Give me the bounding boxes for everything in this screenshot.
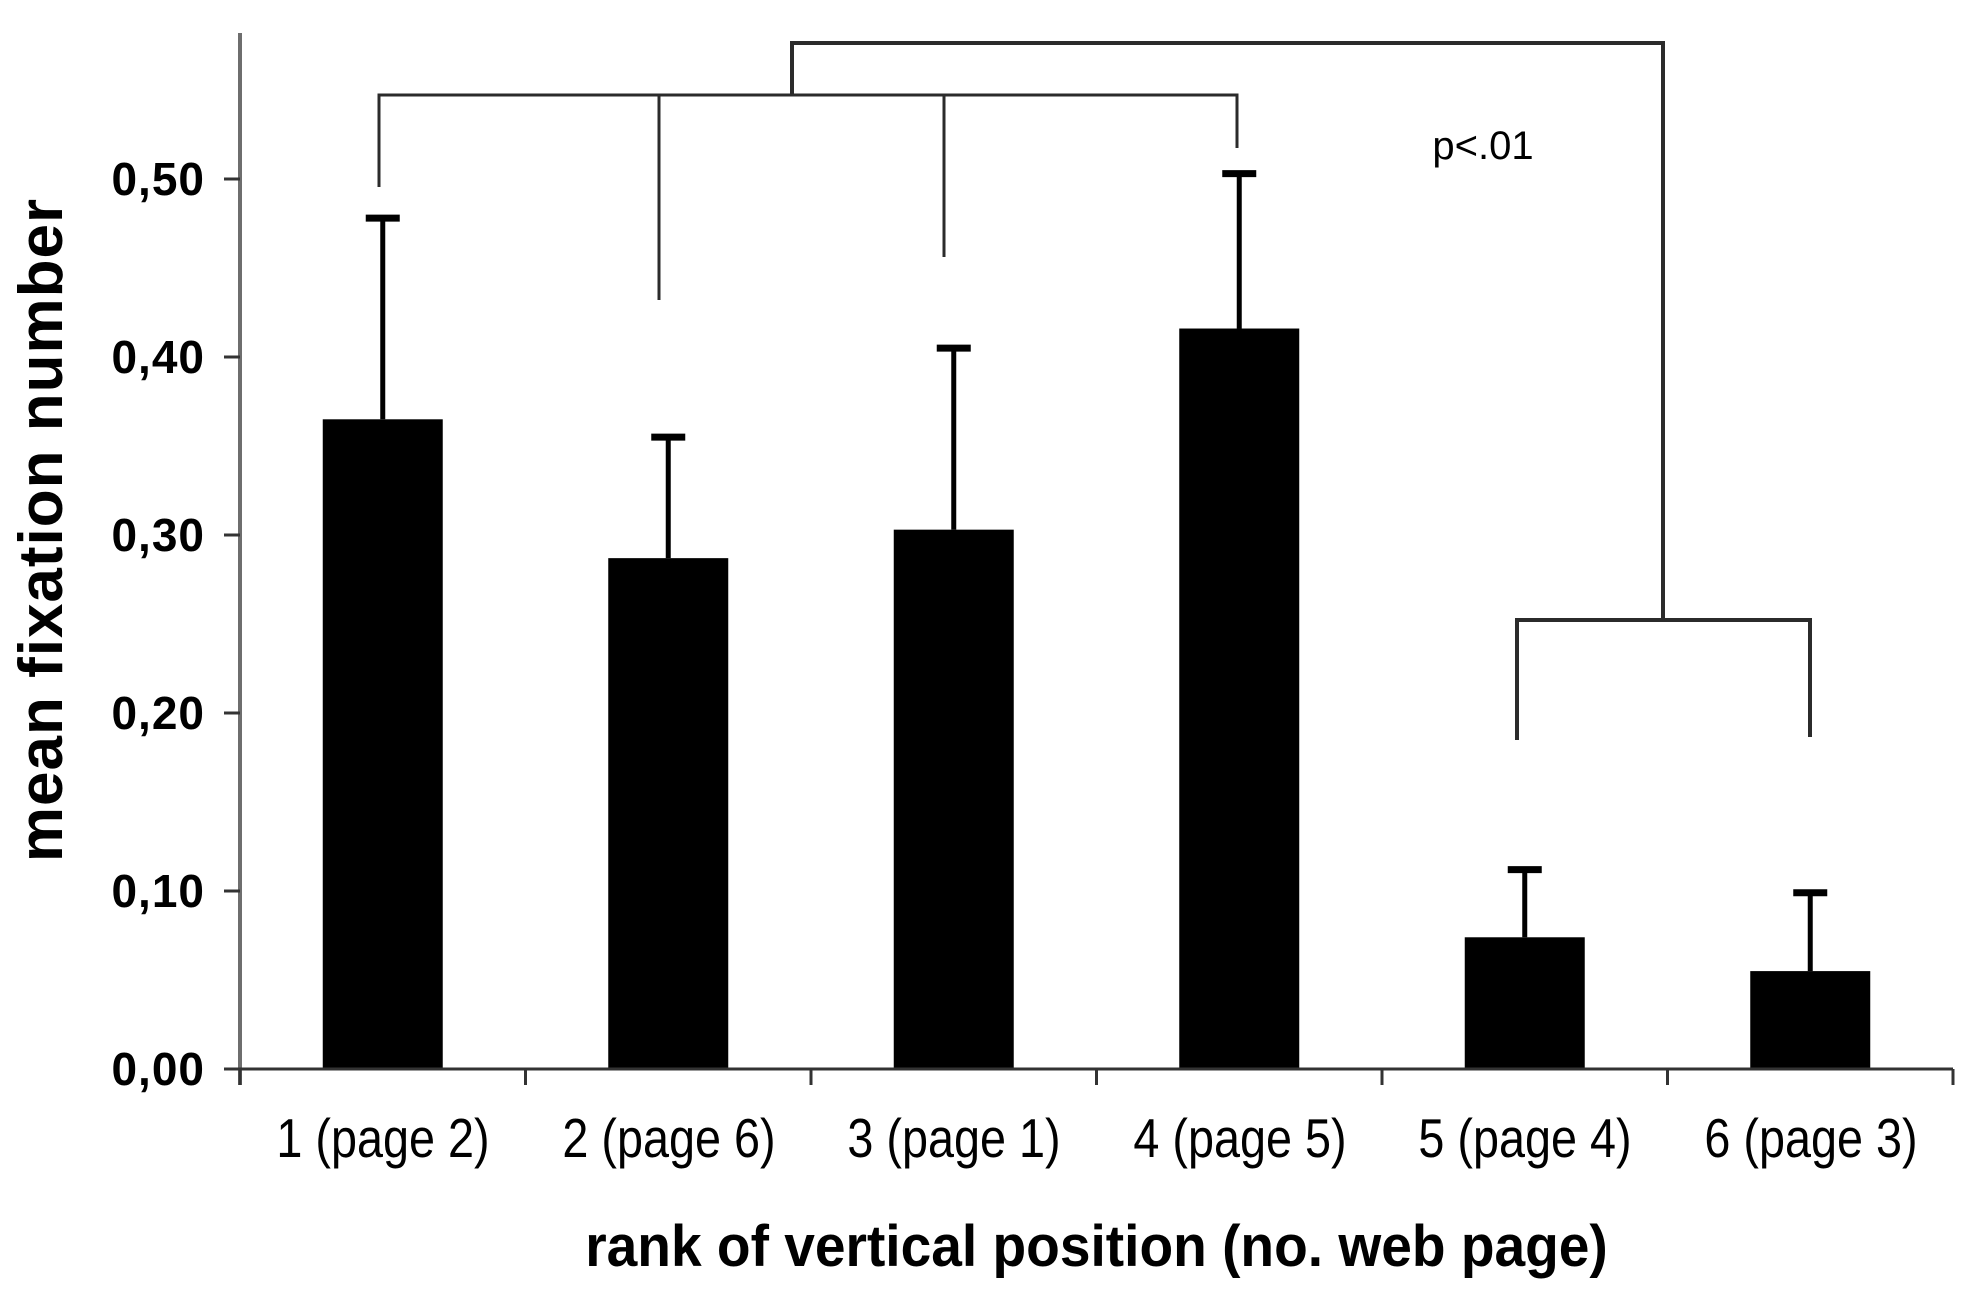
bracket-group-ranks-1-4 <box>377 93 1239 187</box>
y-tick-label-000: 0,00 <box>111 1043 205 1095</box>
y-tick-label-030: 0,30 <box>111 509 205 561</box>
x-axis-title: rank of vertical position (no. web page) <box>585 1214 1608 1279</box>
bar-rank-4 <box>1179 328 1300 1069</box>
y-tick-label-020: 0,20 <box>111 687 205 739</box>
bracket-comparison-main <box>790 41 1665 620</box>
x-category-label-4: 4 (page 5) <box>1133 1107 1347 1169</box>
significance-label: p<.01 <box>1432 124 1534 168</box>
bar-rank-1 <box>322 419 443 1069</box>
x-category-label-1: 1 (page 2) <box>276 1107 490 1169</box>
y-tick-label-010: 0,10 <box>111 865 205 917</box>
bar-rank-6 <box>1750 971 1871 1069</box>
x-category-label-3: 3 (page 1) <box>847 1107 1061 1169</box>
x-category-label-6: 6 (page 3) <box>1704 1107 1918 1169</box>
y-tick-label-040: 0,40 <box>111 331 205 383</box>
x-category-label-2: 2 (page 6) <box>562 1107 776 1169</box>
x-category-label-5: 5 (page 4) <box>1418 1107 1632 1169</box>
bar-rank-3 <box>893 529 1014 1069</box>
bar-rank-5 <box>1464 937 1585 1069</box>
bar-rank-2 <box>608 558 729 1069</box>
y-tick-label-050: 0,50 <box>111 153 205 205</box>
bracket-group-ranks-5-6 <box>1515 618 1812 740</box>
